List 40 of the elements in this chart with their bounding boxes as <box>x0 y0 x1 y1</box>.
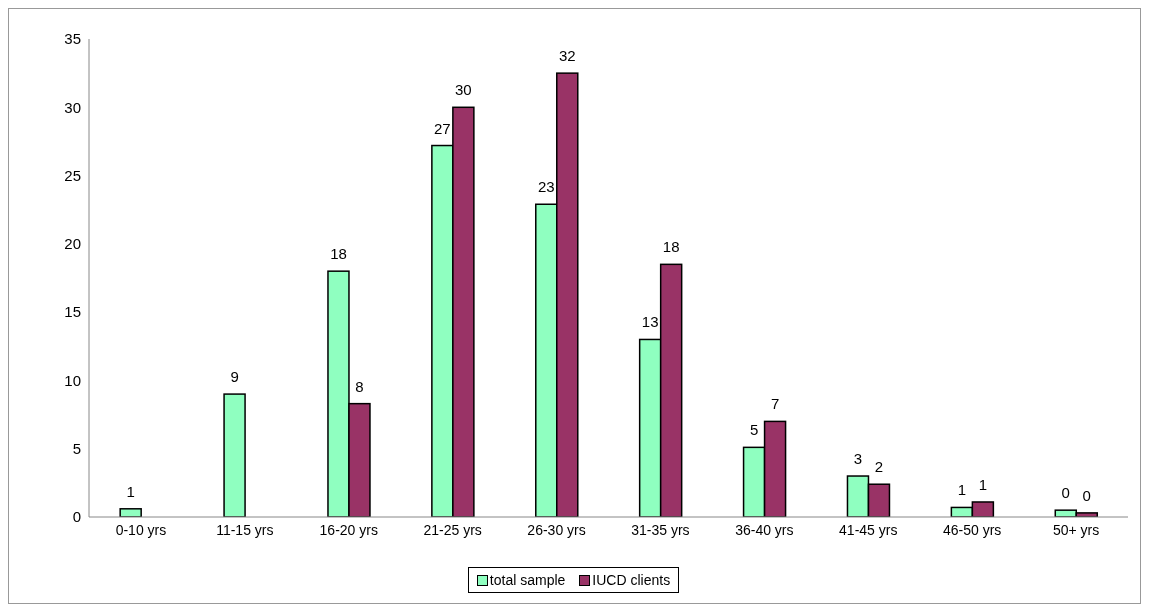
y-tick-label: 15 <box>64 303 81 321</box>
legend-label: IUCD clients <box>591 572 671 588</box>
x-tick-label: 16-20 yrs <box>319 521 378 538</box>
data-label: 2 <box>874 458 884 476</box>
x-tick-label: 31-35 yrs <box>631 521 690 538</box>
data-label: 1 <box>957 481 967 499</box>
y-tick-label: 25 <box>64 166 81 184</box>
y-tick-label: 20 <box>64 235 81 253</box>
data-label: 32 <box>558 47 576 65</box>
data-label: 13 <box>641 313 659 331</box>
y-tick-label: 0 <box>72 508 81 526</box>
legend-label: total sample <box>488 572 566 588</box>
data-label: 0 <box>1082 486 1091 504</box>
data-label: 9 <box>230 368 239 386</box>
x-tick-label: 36-40 yrs <box>735 521 794 538</box>
data-label: 1 <box>978 475 988 493</box>
data-label: 5 <box>749 421 759 439</box>
y-tick-label: 10 <box>64 371 81 389</box>
y-tick-label: 5 <box>72 440 81 458</box>
data-label: 0 <box>1061 484 1070 502</box>
y-tick-label: 30 <box>64 98 81 116</box>
x-tick-label: 41-45 yrs <box>839 521 898 538</box>
data-label: 8 <box>355 377 364 395</box>
data-label: 30 <box>455 81 472 99</box>
x-tick-label: 50+ yrs <box>1052 521 1100 538</box>
x-tick-label: 46-50 yrs <box>942 521 1002 538</box>
x-tick-label: 0-10 yrs <box>115 521 167 538</box>
bar <box>119 508 142 517</box>
data-label: 18 <box>662 238 680 256</box>
data-label: 18 <box>330 245 347 263</box>
x-tick-label: 21-25 yrs <box>423 521 482 538</box>
data-label: 23 <box>537 178 555 196</box>
data-label: 27 <box>434 119 451 137</box>
data-label: 1 <box>126 482 135 500</box>
y-tick-label: 35 <box>64 30 81 48</box>
bar <box>223 393 246 517</box>
x-tick-label: 11-15 yrs <box>216 521 274 538</box>
x-tick-label: 26-30 yrs <box>527 521 586 538</box>
data-label: 3 <box>853 450 863 468</box>
data-label: 7 <box>770 395 780 413</box>
